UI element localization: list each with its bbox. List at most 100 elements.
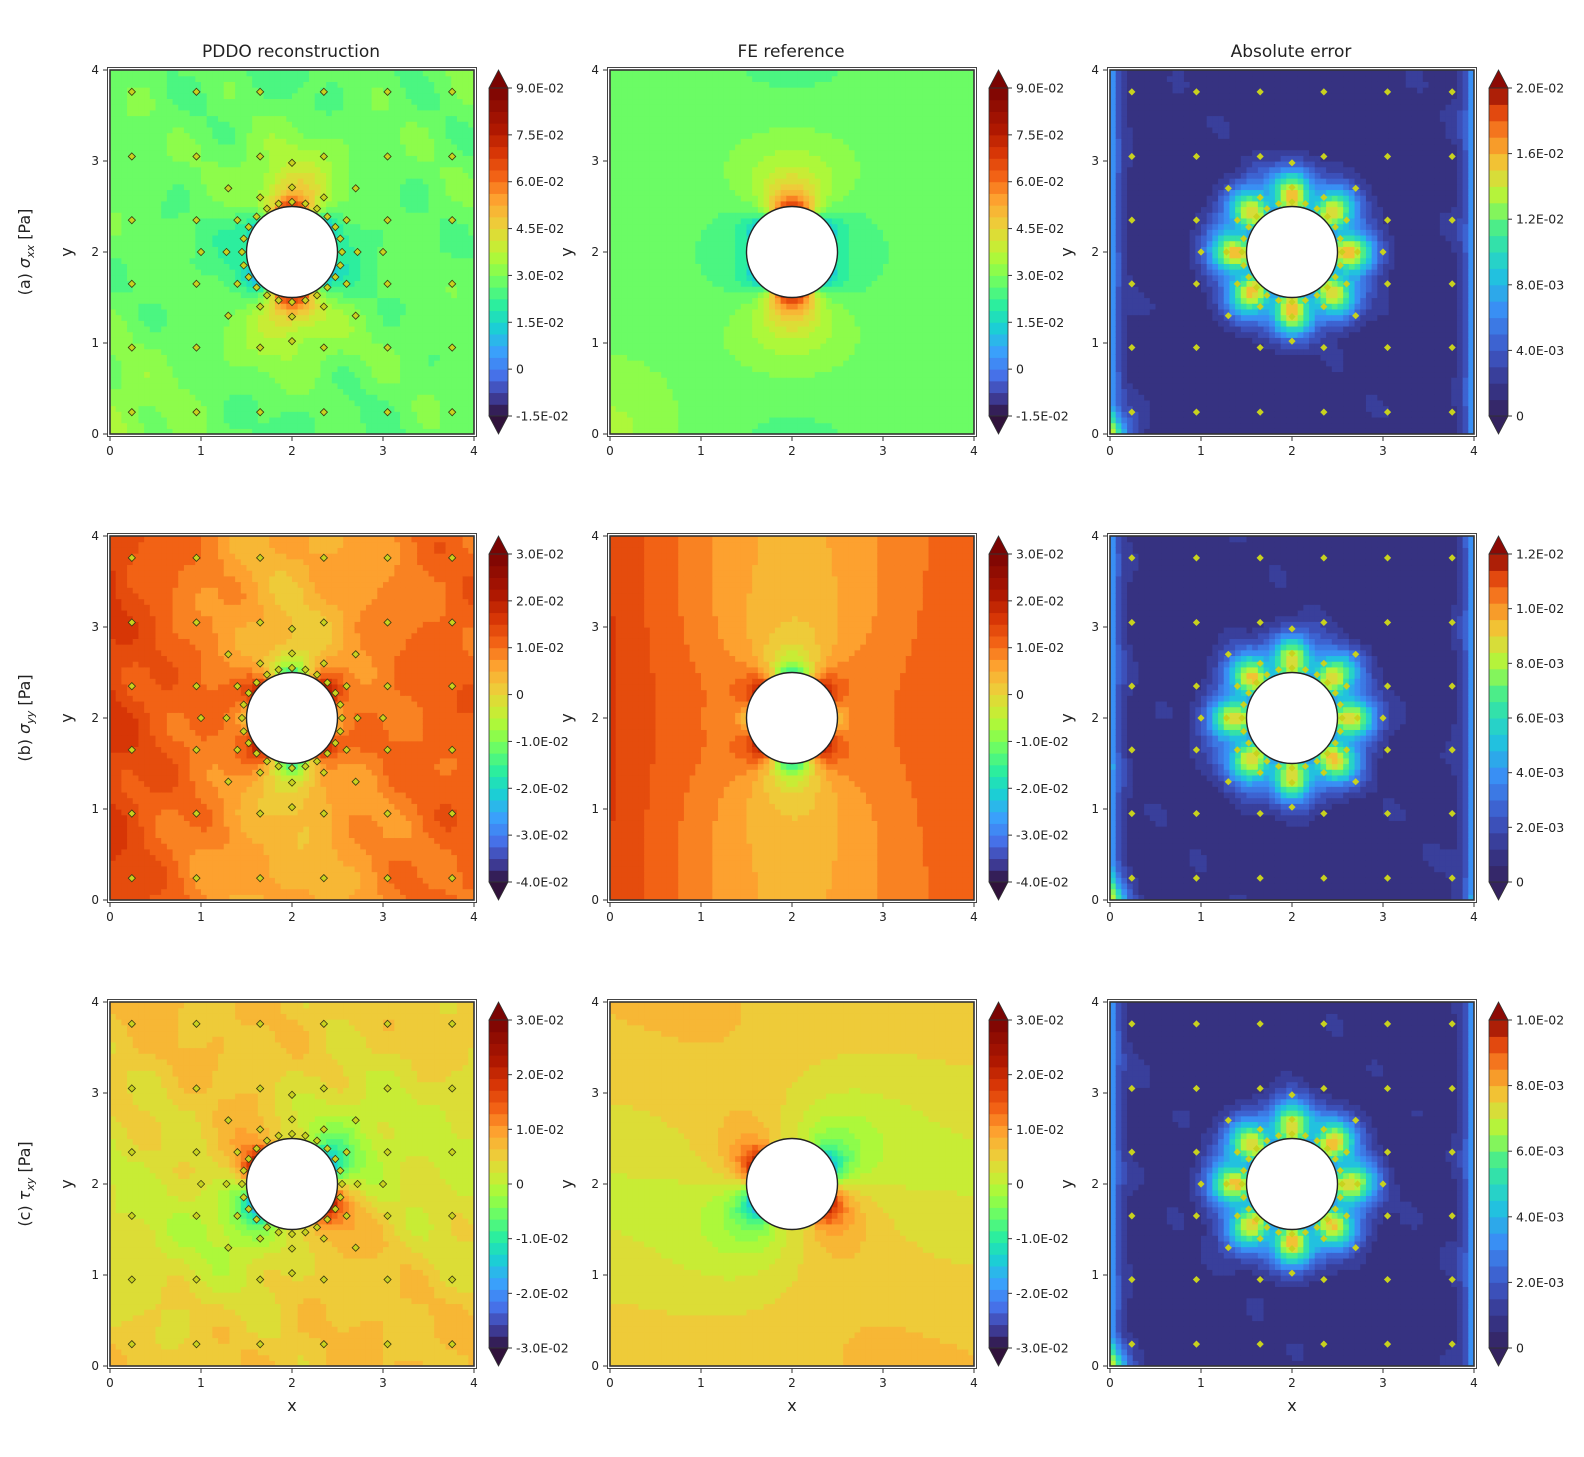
plot-frame [1109,535,1475,901]
colorbar-tick-label: 2.0E-03 [1516,820,1564,835]
colorbar-level [1489,219,1508,237]
colorbar-level [989,741,1008,754]
sensor-marker [331,1204,340,1214]
sensor-marker [1383,88,1392,96]
colorbar-extend-min [988,415,1009,435]
colorbar-level [989,624,1008,637]
sensor-marker [255,1275,265,1284]
colorbar-level [989,858,1008,871]
sensor-marker [222,247,231,257]
sensor-marker [447,873,457,883]
sensor-marker [1256,408,1264,416]
colorbar-level [1489,301,1508,319]
sensor-marker [1331,1205,1339,1213]
sensor-marker [447,152,457,161]
sensor-marker [1288,664,1296,672]
sensor-marker [301,296,310,305]
panel-sigma_yy-fe: 0011223344y-4.0E-02-3.0E-02-2.0E-02-1.0E… [557,529,1069,924]
colorbar-level [989,380,1008,394]
colorbar-tick-label: -3.0E-02 [1016,1341,1069,1356]
y-axis-label: y [557,1179,576,1188]
colorbar-tick-label: 4.5E-02 [1016,221,1064,236]
colorbar-level [989,1301,1008,1314]
colorbar-tick-label: 1.5E-02 [516,315,564,330]
sensor-marker [127,152,137,161]
x-tick-label: 0 [1106,1376,1114,1390]
colorbar-level [489,1090,508,1103]
sensor-marker [287,1229,297,1239]
sensor-marker [1301,1228,1309,1236]
x-tick-label: 4 [470,444,478,458]
colorbar-level [489,181,508,194]
sensor-marker [244,222,253,232]
hole-circle [245,671,339,765]
colorbar-level [489,1289,508,1302]
colorbar-tick-label: -1.5E-02 [1016,409,1069,424]
colorbar-level [989,764,1008,778]
colorbar-level [489,263,508,276]
sensor-marker [255,87,265,97]
sensor-marker [127,1275,137,1284]
colorbar-level [989,811,1008,824]
sensor-marker [383,1275,392,1284]
y-tick-label: 0 [91,893,99,907]
colorbar-level [489,1254,508,1267]
row-label-prefix: (c) [15,1200,34,1226]
colorbar-level [989,718,1008,731]
sensor-marker [1224,778,1232,786]
colorbar-level [989,788,1008,801]
x-tick-label: 2 [1288,910,1296,924]
sensor-marker [1383,408,1392,416]
colorbar-level [989,647,1008,660]
column-title-error: Absolute error [1231,42,1352,62]
sensor-marker [1233,746,1241,754]
sensor-marker [233,279,242,289]
colorbar-extend-min [1488,415,1509,435]
sensor-marker [224,1243,233,1252]
colorbar-level [1489,816,1508,834]
sensor-marker [1263,1137,1271,1145]
sensor-marker [1301,762,1309,770]
colorbar-level [1489,137,1508,155]
colorbar-level [489,659,508,672]
sensor-markers [1128,1020,1456,1348]
sensor-marker [1448,1020,1456,1028]
x-tick-label: 4 [1470,444,1478,458]
sensor-marker [383,873,392,883]
sensor-marker [252,212,261,221]
sensor-marker [1343,1148,1351,1156]
sensor-marker [1313,205,1321,213]
sensor-marker [1128,1212,1136,1220]
colorbar-level [1489,832,1508,850]
sensor-marker [1192,618,1201,627]
colorbar-tick-label: 0 [1016,362,1024,377]
colorbar-level [1489,668,1508,686]
colorbar-level [1489,636,1508,653]
y-tick-label: 4 [91,63,99,77]
colorbar-frame [988,87,1009,417]
colorbar-level [1489,685,1508,703]
sensor-marker [342,279,351,289]
sensor-marker [1263,205,1271,213]
colorbar-tick-label: 8.0E-03 [1516,277,1564,292]
heatmap-field [110,70,474,434]
sensor-marker [1253,679,1261,687]
sensor-marker [1343,746,1351,754]
colorbar-level [489,565,508,578]
colorbar-level [489,624,508,637]
colorbar-level [489,1113,508,1126]
sensor-marker [192,279,201,289]
colorbar-level [989,554,1008,567]
row-label-symbol: σ [15,257,34,268]
sensor-marker [192,215,201,225]
sensor-marker [1288,764,1296,772]
sensor-marker [1320,343,1328,352]
sensor-marker [383,1084,392,1093]
hole-circle [1245,1137,1339,1231]
sensor-marker [1320,408,1328,416]
colorbar-level [989,1090,1008,1103]
sensor-marker [239,1193,248,1202]
colorbar-level [989,345,1008,358]
colorbar-tick-label: 0 [1516,875,1524,890]
sensor-marker [1197,714,1205,722]
